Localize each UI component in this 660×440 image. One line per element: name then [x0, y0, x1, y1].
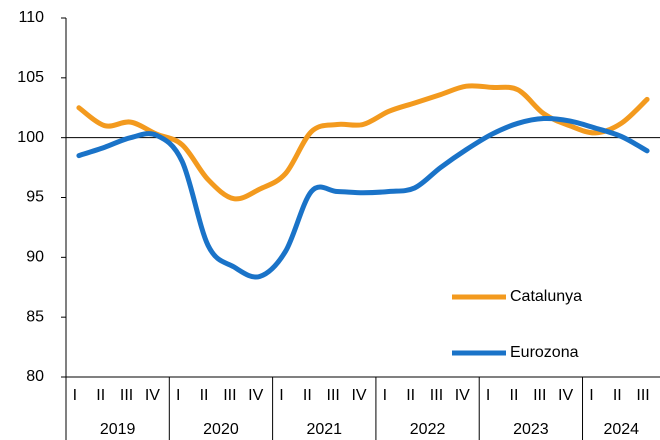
- x-tick-label: II: [303, 387, 312, 404]
- x-tick-label: II: [200, 387, 209, 404]
- y-tick-label: 95: [26, 189, 44, 206]
- x-tick-label: I: [486, 387, 490, 404]
- y-tick-label: 105: [17, 69, 44, 86]
- x-tick-label: I: [383, 387, 387, 404]
- legend-label: Eurozona: [510, 344, 579, 361]
- x-tick-label: IV: [145, 387, 160, 404]
- year-label: 2024: [603, 421, 639, 438]
- x-tick-label: III: [430, 387, 443, 404]
- x-tick-label: II: [510, 387, 519, 404]
- x-tick-label: II: [96, 387, 105, 404]
- y-tick-label: 90: [26, 249, 44, 266]
- year-label: 2019: [100, 421, 136, 438]
- x-tick-label: I: [279, 387, 283, 404]
- year-label: 2023: [513, 421, 549, 438]
- year-label: 2021: [306, 421, 342, 438]
- series-line: [76, 83, 650, 202]
- y-tick-label: 100: [17, 129, 44, 146]
- x-tick-label: III: [223, 387, 236, 404]
- x-tick-label: IV: [248, 387, 263, 404]
- legend-label: Catalunya: [510, 288, 582, 305]
- y-tick-label: 80: [26, 368, 44, 385]
- year-label: 2022: [410, 421, 446, 438]
- x-tick-label: I: [73, 387, 77, 404]
- year-label: 2020: [203, 421, 239, 438]
- x-tick-label: II: [406, 387, 415, 404]
- y-tick-label: 85: [26, 308, 44, 325]
- x-tick-label: I: [589, 387, 593, 404]
- x-tick-label: IV: [351, 387, 366, 404]
- x-tick-label: III: [327, 387, 340, 404]
- x-tick-label: IV: [558, 387, 573, 404]
- x-tick-label: III: [636, 387, 649, 404]
- series-line: [76, 115, 650, 280]
- x-tick-label: III: [120, 387, 133, 404]
- x-tick-label: I: [176, 387, 180, 404]
- x-tick-label: IV: [455, 387, 470, 404]
- x-tick-label: II: [613, 387, 622, 404]
- y-tick-label: 110: [18, 9, 44, 26]
- x-tick-label: III: [533, 387, 546, 404]
